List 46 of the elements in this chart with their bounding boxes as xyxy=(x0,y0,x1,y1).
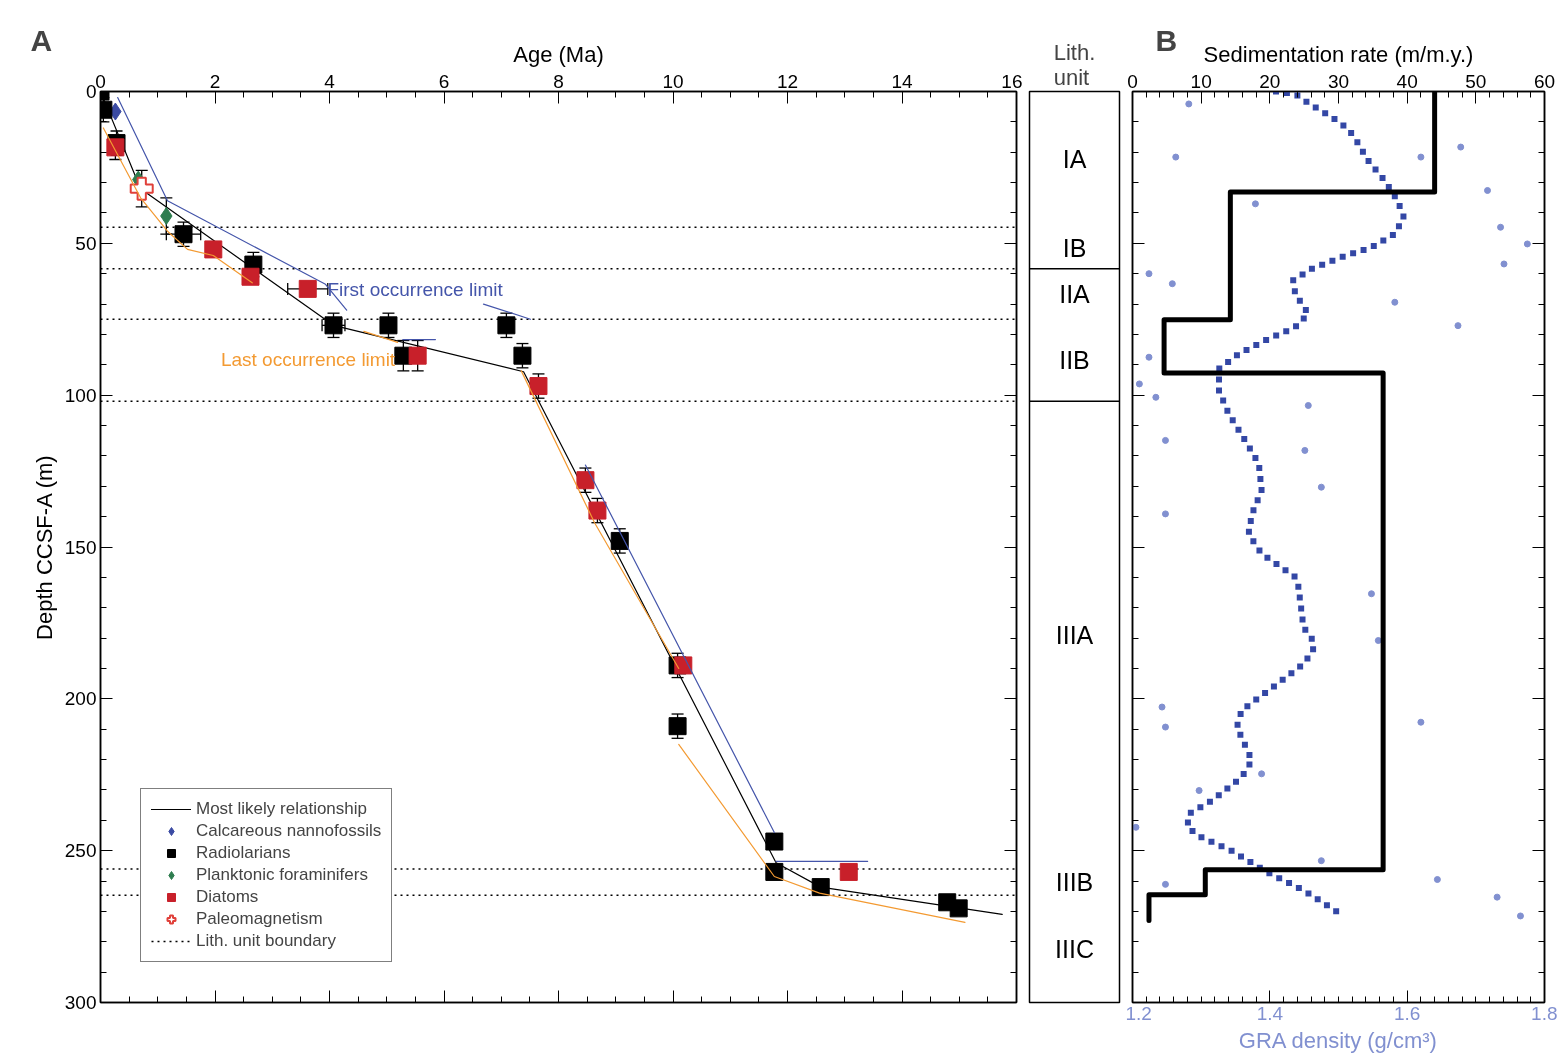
x-tick-label: 12 xyxy=(776,70,799,92)
y-tick-label: 150 xyxy=(64,536,97,558)
y-tick-label: 250 xyxy=(64,840,97,862)
category-label: IIB xyxy=(1059,346,1090,375)
x-axis-title: GRA density (g/cm³) xyxy=(1238,1027,1437,1053)
x-tick-label: 16 xyxy=(1001,70,1023,92)
chart-title: A xyxy=(30,23,53,57)
x-tick-label: 1.6 xyxy=(1393,1002,1421,1024)
x-tick-label: 1.8 xyxy=(1531,1002,1557,1024)
x-tick-label: 14 xyxy=(891,70,913,92)
x-tick-label: 6 xyxy=(438,70,450,92)
category-label: IIA xyxy=(1059,280,1091,309)
x2-axis-title: Sedimentation rate (m/m.y.) xyxy=(1203,41,1474,67)
x2-tick-label: 20 xyxy=(1259,70,1281,92)
legend-label: Paleomagnetism xyxy=(196,909,323,929)
legend-label: Planktonic foraminifers xyxy=(196,865,368,885)
y-tick-label: 50 xyxy=(75,232,97,254)
text: Lith. unit xyxy=(1053,39,1096,90)
legend-label: Lith. unit boundary xyxy=(196,931,336,951)
y-tick-label: 300 xyxy=(64,992,97,1013)
chart-title: B xyxy=(1155,23,1178,57)
category-label: IIIC xyxy=(1055,934,1094,963)
category-label: IIIA xyxy=(1055,621,1094,650)
legend-label: Diatoms xyxy=(196,887,259,907)
x2-tick-label: 60 xyxy=(1533,70,1556,92)
x-tick-label: 8 xyxy=(553,70,564,92)
y-tick-label: 200 xyxy=(64,688,97,710)
x2-tick-label: 30 xyxy=(1327,70,1350,92)
category-label: IB xyxy=(1062,234,1087,263)
category-label: IIIB xyxy=(1055,868,1094,897)
legend-label: Calcareous nannofossils xyxy=(196,821,382,841)
y-axis-title: Depth CCSF-A (m) xyxy=(31,455,57,640)
series-label: Last occurrence limit xyxy=(220,349,396,371)
x-axis-title: Age (Ma) xyxy=(513,41,604,67)
x2-tick-label: 40 xyxy=(1396,70,1418,92)
x-tick-label: 10 xyxy=(662,70,684,92)
legend-label: Most likely relationship xyxy=(196,799,368,819)
x-tick-label: 4 xyxy=(324,70,336,92)
x-tick-label: 1.4 xyxy=(1256,1002,1284,1024)
series-label: First occurrence limit xyxy=(327,279,504,301)
category-label: IA xyxy=(1062,145,1087,174)
x-tick-label: 1.2 xyxy=(1125,1002,1152,1024)
legend-label: Radiolarians xyxy=(196,843,291,863)
x2-tick-label: 50 xyxy=(1465,70,1487,92)
y-tick-label: 100 xyxy=(64,384,97,406)
x-tick-label: 2 xyxy=(209,70,221,92)
